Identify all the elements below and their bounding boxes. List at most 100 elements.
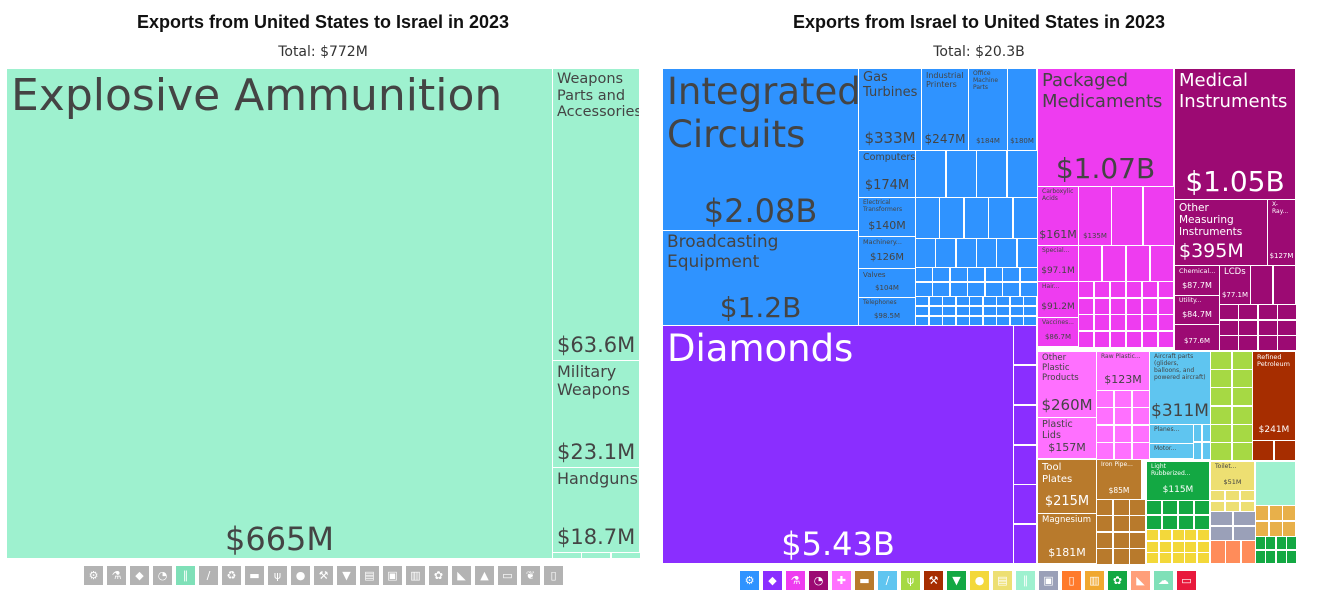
tile-plastic-lids[interactable]: Plastic Lids $157M — [1037, 417, 1097, 459]
minor-tile[interactable] — [1142, 331, 1158, 348]
box-icon[interactable]: ▣ — [1039, 571, 1058, 590]
minor-tile[interactable] — [967, 267, 985, 282]
minor-tile[interactable] — [983, 306, 997, 316]
minor-tile[interactable] — [969, 296, 983, 306]
minor-tile[interactable] — [1126, 314, 1142, 331]
shoe-icon[interactable]: ◣ — [452, 566, 471, 585]
minor-tile[interactable] — [1020, 282, 1038, 297]
plastic-icon[interactable]: ✚ — [832, 571, 851, 590]
minor-tile[interactable] — [976, 150, 1007, 198]
minor-tile[interactable] — [1129, 548, 1146, 565]
minor-tile[interactable] — [1210, 387, 1232, 406]
minor-tile[interactable] — [581, 552, 611, 559]
minor-tile[interactable] — [1096, 407, 1114, 425]
minor-tile[interactable] — [1255, 461, 1296, 506]
minor-tile[interactable] — [1233, 526, 1256, 541]
pickaxe-icon[interactable]: ⚒ — [924, 571, 943, 590]
minor-tile[interactable] — [1114, 425, 1132, 443]
tile-raw-plastic[interactable]: Raw Plastic... $123M — [1096, 351, 1150, 391]
minor-tile[interactable] — [1193, 442, 1202, 460]
minor-tile[interactable] — [1238, 335, 1258, 351]
minor-tile[interactable] — [996, 306, 1010, 316]
minor-tile[interactable] — [1126, 298, 1142, 315]
minor-tile[interactable] — [1094, 298, 1110, 315]
tile-tool-plates[interactable]: Tool Plates $215M — [1037, 459, 1097, 514]
minor-tile[interactable] — [988, 197, 1013, 239]
minor-tile[interactable] — [1114, 442, 1132, 460]
tile-instrument-77m[interactable]: $77.6M — [1174, 324, 1220, 351]
minor-tile[interactable] — [1162, 515, 1178, 530]
fruit-icon[interactable]: ● — [970, 571, 989, 590]
minor-tile[interactable] — [1114, 390, 1132, 408]
tile-planes[interactable]: Planes... — [1149, 424, 1194, 444]
train-icon[interactable]: ▥ — [406, 566, 425, 585]
bottle-icon[interactable]: ▯ — [1062, 571, 1081, 590]
minor-tile[interactable] — [1159, 529, 1172, 541]
minor-tile[interactable] — [1142, 281, 1158, 298]
minor-tile[interactable] — [942, 296, 956, 306]
minor-tile[interactable] — [1113, 532, 1130, 549]
minor-tile[interactable] — [1114, 407, 1132, 425]
tile-integrated-circuits[interactable]: Integrated Circuits $2.08B — [662, 68, 859, 231]
tile-other-measuring-instruments[interactable]: Other Measuring Instruments $395M — [1174, 199, 1268, 266]
tile-light-rubberized[interactable]: Light Rubberized... $115M — [1146, 461, 1210, 501]
minor-tile[interactable] — [1210, 424, 1232, 443]
minor-tile[interactable] — [1232, 442, 1254, 461]
minor-tile[interactable] — [983, 296, 997, 306]
minor-tile[interactable] — [1158, 298, 1174, 315]
minor-tile[interactable] — [969, 306, 983, 316]
minor-tile[interactable] — [1013, 325, 1037, 365]
tile-military-weapons[interactable]: Military Weapons $23.1M — [552, 360, 640, 468]
leaf-icon[interactable]: ❦ — [521, 566, 540, 585]
minor-tile[interactable] — [929, 306, 943, 316]
minor-tile[interactable] — [1078, 245, 1102, 282]
minor-tile[interactable] — [1210, 540, 1226, 564]
tile-machine-180m[interactable]: $180M — [1007, 68, 1037, 151]
paw-icon[interactable]: ✿ — [429, 566, 448, 585]
minor-tile[interactable] — [1013, 484, 1037, 524]
grain-icon[interactable]: ψ — [268, 566, 287, 585]
sheep-icon[interactable]: ☁ — [1154, 571, 1173, 590]
minor-tile[interactable] — [1010, 306, 1024, 316]
gauge-icon[interactable]: ◔ — [153, 566, 172, 585]
minor-tile[interactable] — [1250, 265, 1273, 305]
minor-tile[interactable] — [946, 150, 977, 198]
anvil-icon[interactable]: ▬ — [245, 566, 264, 585]
minor-tile[interactable] — [1126, 331, 1142, 348]
minor-tile[interactable] — [935, 238, 956, 268]
minor-tile[interactable] — [1225, 540, 1241, 564]
tile-utility[interactable]: Utility... $84.7M — [1174, 295, 1220, 325]
minor-tile[interactable] — [1143, 186, 1175, 246]
minor-tile[interactable] — [976, 238, 997, 268]
minor-tile[interactable] — [956, 296, 970, 306]
minor-tile[interactable] — [1232, 424, 1254, 443]
minor-tile[interactable] — [1129, 515, 1146, 532]
minor-tile[interactable] — [950, 267, 968, 282]
tile-chemical-135m[interactable]: $135M — [1078, 186, 1112, 246]
minor-tile[interactable] — [915, 306, 929, 316]
minor-tile[interactable] — [1258, 335, 1278, 351]
minor-tile[interactable] — [956, 306, 970, 316]
minor-tile[interactable] — [1232, 369, 1254, 388]
minor-tile[interactable] — [1232, 406, 1254, 425]
minor-tile[interactable] — [1258, 320, 1278, 336]
minor-tile[interactable] — [915, 150, 946, 198]
minor-tile[interactable] — [1110, 298, 1126, 315]
minor-tile[interactable] — [1132, 390, 1150, 408]
minor-tile[interactable] — [1129, 532, 1146, 549]
minor-tile[interactable] — [1194, 500, 1210, 515]
minor-tile[interactable] — [932, 267, 950, 282]
minor-tile[interactable] — [1078, 331, 1094, 348]
flask-icon[interactable]: ⚗ — [786, 571, 805, 590]
shirt-icon[interactable]: ▼ — [947, 571, 966, 590]
minor-tile[interactable] — [1286, 550, 1297, 564]
tile-gas-turbines[interactable]: Gas Turbines $333M — [858, 68, 922, 151]
paw-icon[interactable]: ✿ — [1108, 571, 1127, 590]
minor-tile[interactable] — [1269, 521, 1283, 537]
minor-tile[interactable] — [1219, 320, 1239, 336]
tile-broadcasting-equipment[interactable]: Broadcasting Equipment $1.2B — [662, 230, 859, 326]
minor-tile[interactable] — [950, 282, 968, 297]
minor-tile[interactable] — [1132, 425, 1150, 443]
gear-icon[interactable]: ⚙ — [84, 566, 103, 585]
minor-tile[interactable] — [1126, 245, 1150, 282]
